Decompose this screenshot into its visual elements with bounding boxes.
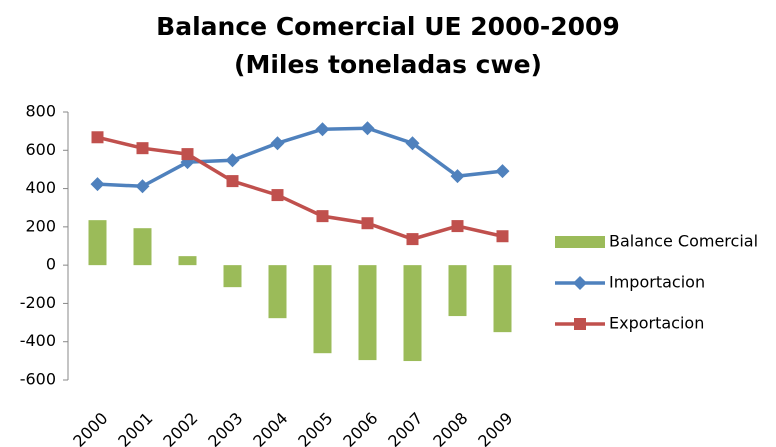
marker — [495, 164, 510, 179]
x-tick-label: 2009 — [474, 409, 516, 447]
marker — [360, 121, 375, 136]
marker — [406, 233, 419, 246]
x-tick-label: 2007 — [384, 409, 426, 447]
marker — [90, 177, 105, 192]
legend-label: Exportacion — [609, 314, 704, 333]
marker — [225, 153, 240, 168]
chart-title: Balance Comercial UE 2000-2009 — [156, 12, 620, 41]
marker — [573, 276, 587, 290]
x-tick-label: 2006 — [339, 409, 381, 447]
x-tick-label: 2003 — [204, 409, 246, 447]
y-tick-label: 400 — [25, 178, 56, 197]
bar — [313, 265, 332, 354]
y-tick-label: 600 — [25, 140, 56, 159]
bar — [133, 228, 152, 266]
x-tick-label: 2001 — [114, 409, 156, 447]
y-tick-label: 800 — [25, 102, 56, 121]
marker — [135, 179, 150, 194]
y-tick-label: 200 — [25, 216, 56, 235]
y-tick-label: -400 — [20, 331, 56, 350]
legend-swatch — [555, 236, 605, 248]
x-tick-label: 2005 — [294, 409, 336, 447]
x-tick-label: 2004 — [249, 409, 291, 447]
x-tick-label: 2000 — [69, 409, 111, 447]
line — [97, 135, 503, 241]
x-tick-label: 2002 — [159, 409, 201, 447]
bar — [178, 256, 197, 266]
y-tick-label: -200 — [20, 293, 56, 312]
bar — [268, 265, 287, 319]
marker — [315, 122, 330, 137]
chart-subtitle: (Miles toneladas cwe) — [234, 50, 542, 79]
marker — [451, 220, 464, 233]
bar — [223, 265, 242, 288]
y-tick-label: 0 — [46, 255, 56, 274]
x-tick-label: 2008 — [429, 409, 471, 447]
bar — [88, 220, 107, 266]
marker — [226, 175, 239, 188]
marker — [316, 210, 329, 223]
marker — [271, 189, 284, 202]
marker — [574, 318, 586, 330]
marker — [361, 217, 374, 230]
y-tick-label: -600 — [20, 370, 56, 389]
marker — [91, 131, 104, 144]
marker — [450, 169, 465, 184]
marker — [496, 230, 509, 243]
marker — [136, 142, 149, 155]
marker — [270, 136, 285, 151]
legend-label: Balance Comercial — [609, 232, 758, 251]
bar — [448, 265, 467, 317]
bar — [403, 265, 422, 362]
bar — [358, 265, 377, 361]
marker — [181, 148, 194, 161]
legend-label: Importacion — [609, 273, 705, 292]
marker — [405, 136, 420, 151]
bar — [493, 265, 512, 333]
line — [97, 126, 503, 189]
